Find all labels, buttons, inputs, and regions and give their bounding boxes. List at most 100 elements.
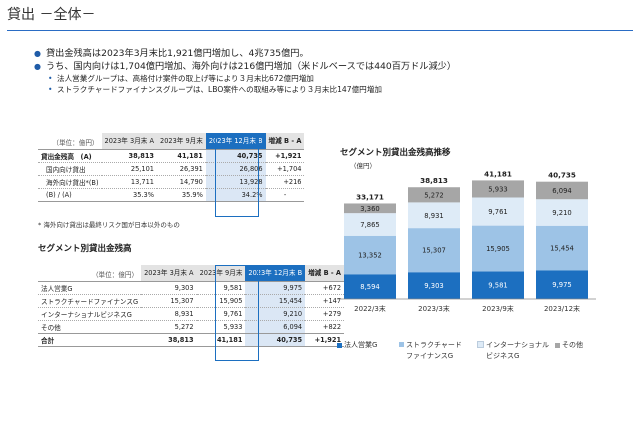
- table-row: (B) / (A) 35.3% 35.9% 34.2% -: [38, 188, 305, 202]
- loan-balance-table: （単位：億円） 2023年 3月末 A 2023年 9月末 2023年 12月末…: [38, 133, 305, 202]
- unit-label: （単位：億円）: [91, 271, 139, 279]
- total-label: 41,181: [484, 169, 512, 178]
- cell-diff: +1,704: [265, 162, 305, 176]
- col-header-diff: 増減 B - A: [305, 265, 345, 282]
- cell-a: 13,711: [101, 175, 157, 189]
- chart-unit: （億円）: [350, 162, 376, 170]
- cell-a: 38,813: [141, 333, 197, 347]
- cell-sep: 14,790: [157, 175, 206, 189]
- table-row: 国内向け貸出 25,101 26,391 26,806 +1,704: [38, 162, 305, 176]
- total-label: 38,813: [420, 176, 448, 185]
- data-label: 6,094: [552, 187, 571, 195]
- chart-title: セグメント別貸出金残高推移: [340, 148, 451, 158]
- row-label: (B) / (A): [38, 188, 102, 202]
- total-label: 33,171: [356, 192, 384, 201]
- col-header-a: 2023年 3月末 A: [101, 133, 157, 150]
- segment-table: （単位：億円） 2023年 3月末 A 2023年 9月末 2023年 12月末…: [38, 265, 345, 347]
- title-rule: [7, 30, 633, 31]
- row-label: 合計: [38, 333, 142, 347]
- data-label: 9,303: [424, 282, 443, 290]
- table-row: 貸出金残高 (A) 38,813 41,181 40,735 +1,921: [38, 149, 305, 163]
- col-header-b: 2023年 12月末 B: [245, 265, 306, 282]
- summary-bullets: 貸出金残高は2023年3月末比1,921億円増加し、4兆735億円。 うち、国内…: [34, 48, 456, 95]
- table-row: 法人営業G 9,303 9,581 9,975 +672: [38, 281, 345, 295]
- cell-b: 13,928: [205, 175, 266, 189]
- table-row: ストラクチャードファイナンスG 15,307 15,905 15,454 +14…: [38, 294, 345, 308]
- total-label: 40,735: [548, 171, 576, 180]
- data-label: 13,352: [358, 252, 382, 260]
- col-header-a: 2023年 3月末 A: [141, 265, 197, 282]
- cell-b: 9,975: [245, 281, 306, 295]
- sub-bullet-1: 法人営業グループは、高格付け案件の取上げ等により３月末比672億円増加: [36, 73, 456, 84]
- legend-item: 法人営業G: [337, 340, 377, 350]
- legend-label: その他: [562, 341, 583, 349]
- row-label: 貸出金残高 (A): [38, 149, 102, 163]
- legend-item: ストラクチャードファイナンスG: [399, 340, 468, 362]
- sub-bullet-2: ストラクチャードファイナンスグループは、LBO案件への取組み等により３月末比14…: [36, 84, 456, 95]
- data-label: 8,931: [424, 212, 443, 220]
- data-label: 5,272: [424, 191, 443, 199]
- table-header: （単位：億円） 2023年 3月末 A 2023年 9月末 2023年 12月末…: [38, 133, 305, 150]
- bar-segment: [536, 199, 588, 226]
- data-label: 7,865: [360, 221, 379, 229]
- bar-segment: [472, 197, 524, 226]
- bar-segment: [408, 228, 460, 273]
- data-label: 15,905: [486, 245, 510, 253]
- cell-sep: 15,905: [196, 294, 246, 308]
- row-label: インターナショナルビジネスG: [38, 307, 142, 321]
- cell-b: 9,210: [245, 307, 306, 321]
- bar-segment: [344, 213, 396, 236]
- cell-b: 15,454: [245, 294, 306, 308]
- data-label: 8,594: [360, 283, 379, 291]
- cell-diff: +147: [305, 294, 345, 308]
- cell-b: 34.2%: [205, 188, 266, 202]
- x-tick-label: 2023/9末: [482, 304, 514, 313]
- cell-b: 40,735: [245, 333, 306, 347]
- cell-sep: 9,761: [196, 307, 246, 321]
- cell-sep: 9,581: [196, 281, 246, 295]
- data-label: 15,307: [422, 247, 446, 255]
- cell-sep: 35.9%: [157, 188, 206, 202]
- col-header-sep: 2023年 9月末: [157, 133, 206, 150]
- data-label: 15,454: [550, 245, 574, 253]
- legend-item: その他: [555, 340, 583, 350]
- table-row: インターナショナルビジネスG 8,931 9,761 9,210 +279: [38, 307, 345, 321]
- col-header-b: 2023年 12月末 B: [205, 133, 266, 150]
- data-label: 5,933: [488, 185, 507, 193]
- bar-segment: [472, 225, 524, 272]
- cell-sep: 41,181: [196, 333, 246, 347]
- bar-segment: [408, 202, 460, 229]
- cell-a: 8,931: [141, 307, 197, 321]
- x-tick-label: 2022/3末: [354, 304, 386, 313]
- bar-segment: [344, 235, 396, 275]
- cell-diff: +1,921: [265, 149, 305, 163]
- page-title: 貸出 －全体－: [7, 7, 96, 23]
- cell-a: 25,101: [101, 162, 157, 176]
- legend-item: インターナショナルビジネスG: [477, 340, 550, 362]
- segment-table-title: セグメント別貸出金残高: [38, 244, 132, 254]
- row-label: 海外向け貸出*(B): [38, 175, 102, 189]
- bar-segment: [344, 203, 396, 214]
- bar-segment: [472, 180, 524, 198]
- cell-diff: +822: [305, 320, 345, 334]
- bar-segment: [536, 270, 588, 299]
- col-header-diff: 増減 B - A: [265, 133, 305, 150]
- cell-diff: +216: [265, 175, 305, 189]
- legend-swatch: [399, 341, 404, 347]
- bar-segment: [472, 271, 524, 299]
- cell-b: 6,094: [245, 320, 306, 334]
- row-label: ストラクチャードファイナンスG: [38, 294, 142, 308]
- unit-label: （単位：億円）: [52, 139, 99, 147]
- data-label: 3,360: [360, 205, 379, 213]
- footnote: * 海外向け貸出は最終リスク国が日本以外のもの: [38, 221, 180, 229]
- table-row: 海外向け貸出*(B) 13,711 14,790 13,928 +216: [38, 175, 305, 189]
- bar-segment: [408, 272, 460, 299]
- cell-b: 26,806: [205, 162, 266, 176]
- data-label: 9,975: [552, 281, 571, 289]
- row-label: 法人営業G: [38, 281, 142, 295]
- legend-label: インターナショナルビジネスG: [486, 341, 549, 360]
- bar-segment: [536, 225, 588, 271]
- data-label: 9,210: [552, 209, 571, 217]
- table-row: その他 5,272 5,933 6,094 +822: [38, 320, 345, 334]
- legend-swatch: [477, 340, 484, 348]
